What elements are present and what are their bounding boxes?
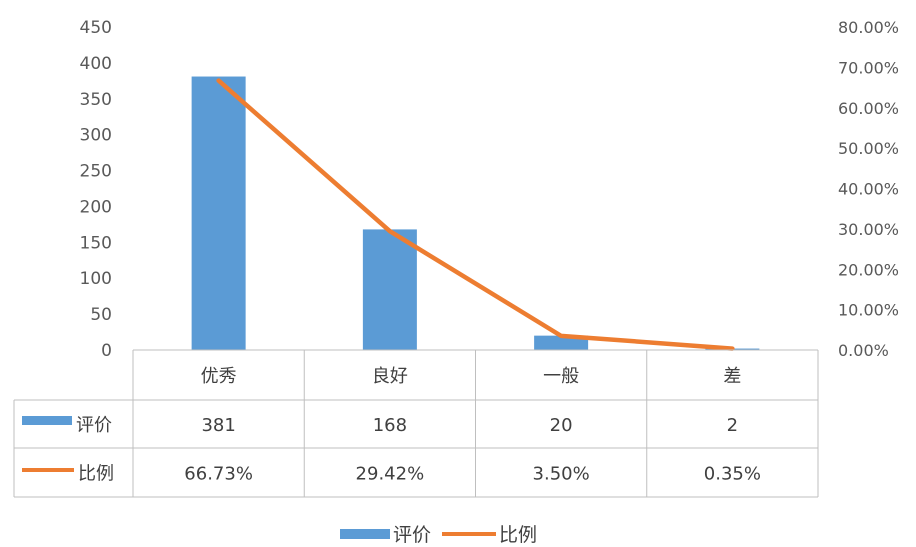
legend: 评价 比例 bbox=[340, 524, 537, 546]
bar bbox=[362, 229, 417, 350]
left-tick-label: 300 bbox=[80, 126, 112, 146]
ratio-value-cell: 29.42% bbox=[356, 464, 425, 485]
right-tick-label: 30.00% bbox=[838, 220, 899, 239]
bar-value-cell: 20 bbox=[550, 415, 573, 436]
right-tick-label: 10.00% bbox=[838, 301, 899, 320]
row-header-ratio: 比例 bbox=[78, 464, 114, 485]
right-axis-ticks: 0.00% 10.00% 20.00% 30.00% 40.00% 50.00% 60.00… bbox=[838, 18, 899, 360]
bar-value-cell: 2 bbox=[727, 415, 738, 436]
right-tick-label: 70.00% bbox=[838, 58, 899, 77]
bar bbox=[534, 335, 589, 350]
bar-series-evaluation bbox=[191, 76, 760, 350]
category-label: 优秀 bbox=[201, 366, 237, 387]
legend-label-evaluation: 评价 bbox=[393, 524, 431, 546]
ratio-value-cell: 0.35% bbox=[704, 464, 761, 485]
bar-value-cell: 168 bbox=[373, 415, 407, 436]
data-table: 优秀 良好 一般 差 381 168 20 2 66.73% 29.42% 3.50% 0.35% 评价… bbox=[13, 349, 819, 498]
row-header-evaluation: 评价 bbox=[76, 415, 112, 436]
right-tick-label: 40.00% bbox=[838, 180, 899, 199]
ratio-value-cell: 3.50% bbox=[533, 464, 590, 485]
right-tick-label: 60.00% bbox=[838, 99, 899, 118]
table-key-bar bbox=[22, 416, 72, 425]
right-tick-label: 80.00% bbox=[838, 18, 899, 37]
left-tick-label: 350 bbox=[80, 90, 112, 110]
bar-value-cell: 381 bbox=[201, 415, 235, 436]
right-tick-label: 50.00% bbox=[838, 139, 899, 158]
left-tick-label: 400 bbox=[80, 54, 112, 74]
left-tick-label: 100 bbox=[80, 269, 112, 289]
left-tick-label: 0 bbox=[101, 341, 112, 361]
left-tick-label: 50 bbox=[90, 305, 112, 325]
category-label: 一般 bbox=[543, 366, 579, 387]
ratio-value-cell: 66.73% bbox=[184, 464, 253, 485]
legend-label-ratio: 比例 bbox=[499, 524, 537, 546]
category-label: 差 bbox=[723, 366, 741, 387]
left-tick-label: 250 bbox=[80, 162, 112, 182]
left-tick-label: 450 bbox=[80, 18, 112, 38]
bar bbox=[191, 76, 246, 350]
category-label: 良好 bbox=[372, 366, 408, 387]
left-tick-label: 200 bbox=[80, 197, 112, 217]
legend-key-bar bbox=[340, 529, 390, 539]
line-series-ratio bbox=[216, 78, 735, 351]
left-axis-ticks: 0 50 100 150 200 250 300 350 400 450 bbox=[80, 18, 112, 361]
ratio-line bbox=[216, 78, 735, 351]
left-tick-label: 150 bbox=[80, 233, 112, 253]
right-tick-label: 20.00% bbox=[838, 260, 899, 279]
right-tick-label: 0.00% bbox=[838, 341, 889, 360]
